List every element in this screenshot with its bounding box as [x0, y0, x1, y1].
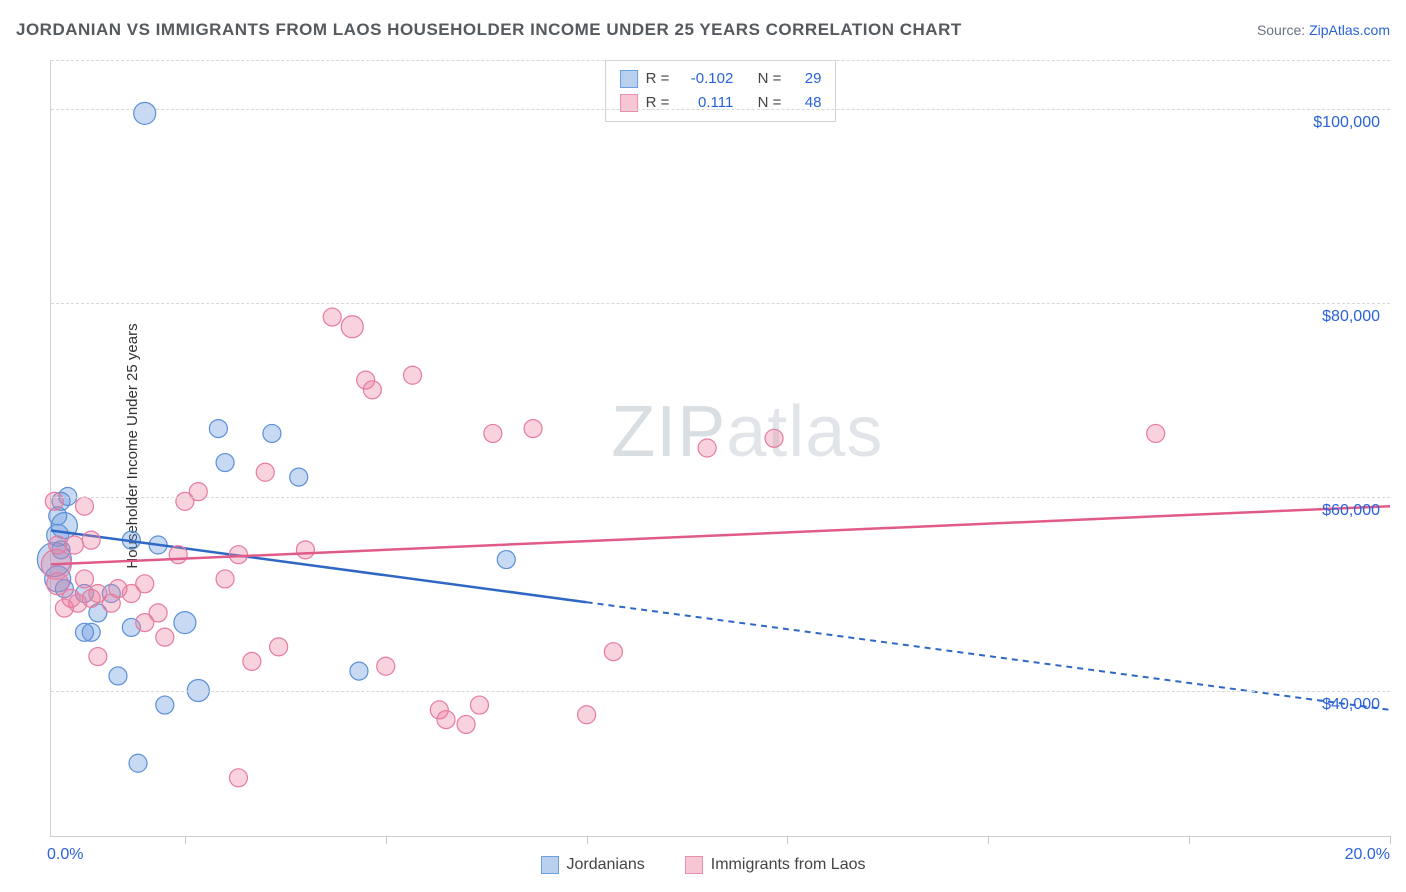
data-point: [377, 657, 395, 675]
legend-label: Immigrants from Laos: [711, 856, 866, 874]
data-point: [209, 420, 227, 438]
data-point: [604, 643, 622, 661]
r-value: -0.102: [677, 67, 733, 91]
chart-area: ZIPatlas R =-0.102 N =29R =0.111 N =48 0…: [50, 60, 1390, 837]
x-tick: [787, 836, 788, 844]
r-label: R =: [646, 91, 670, 115]
x-tick: [587, 836, 588, 844]
gridline: [51, 109, 1390, 110]
trend-line: [51, 506, 1390, 564]
n-value: 48: [789, 91, 821, 115]
data-point: [350, 662, 368, 680]
correlation-legend: R = -0.102 N = 29 R = 0.111 N = 48: [605, 60, 837, 122]
data-point: [49, 536, 67, 554]
chart-title: JORDANIAN VS IMMIGRANTS FROM LAOS HOUSEH…: [16, 20, 962, 40]
data-point: [256, 463, 274, 481]
data-point: [290, 468, 308, 486]
trend-line-dashed: [587, 602, 1390, 710]
y-tick-label: $60,000: [1322, 502, 1380, 520]
data-point: [497, 551, 515, 569]
legend-label: Jordanians: [567, 856, 645, 874]
data-point: [404, 366, 422, 384]
data-point: [524, 420, 542, 438]
data-point: [484, 424, 502, 442]
data-point: [270, 638, 288, 656]
x-tick: [988, 836, 989, 844]
data-point: [698, 439, 716, 457]
legend-swatch: [620, 70, 638, 88]
x-tick: [1390, 836, 1391, 844]
data-point: [263, 424, 281, 442]
gridline: [51, 60, 1390, 61]
data-point: [75, 623, 93, 641]
data-point: [323, 308, 341, 326]
data-point: [243, 652, 261, 670]
data-point: [174, 612, 196, 634]
data-point: [229, 769, 247, 787]
data-point: [134, 102, 156, 124]
data-point: [89, 648, 107, 666]
data-point: [457, 715, 475, 733]
gridline: [51, 303, 1390, 304]
r-label: R =: [646, 67, 670, 91]
data-point: [765, 429, 783, 447]
data-point: [156, 628, 174, 646]
data-point: [65, 536, 83, 554]
data-point: [470, 696, 488, 714]
data-point: [578, 706, 596, 724]
legend-item: Jordanians: [541, 856, 645, 874]
data-point: [437, 711, 455, 729]
x-tick: [185, 836, 186, 844]
correlation-row: R = -0.102 N = 29: [620, 67, 822, 91]
data-point: [296, 541, 314, 559]
data-point: [341, 316, 363, 338]
x-tick: [1189, 836, 1190, 844]
data-point: [149, 604, 167, 622]
n-label: N =: [758, 91, 782, 115]
data-point: [189, 483, 207, 501]
data-point: [75, 570, 93, 588]
gridline: [51, 497, 1390, 498]
bottom-legend: Jordanians Immigrants from Laos: [0, 856, 1406, 874]
data-point: [1147, 424, 1165, 442]
scatter-plot: [51, 60, 1390, 836]
y-tick-label: $100,000: [1313, 114, 1380, 132]
source-link[interactable]: ZipAtlas.com: [1309, 22, 1390, 38]
n-value: 29: [789, 67, 821, 91]
source-text: Source: ZipAtlas.com: [1257, 22, 1390, 38]
data-point: [363, 381, 381, 399]
y-tick-label: $40,000: [1322, 696, 1380, 714]
n-label: N =: [758, 67, 782, 91]
data-point: [45, 492, 63, 510]
legend-swatch: [541, 856, 559, 874]
r-value: 0.111: [677, 91, 733, 115]
y-tick-label: $80,000: [1322, 308, 1380, 326]
data-point: [75, 497, 93, 515]
legend-swatch: [685, 856, 703, 874]
legend-item: Immigrants from Laos: [685, 856, 866, 874]
data-point: [136, 575, 154, 593]
gridline: [51, 691, 1390, 692]
data-point: [82, 531, 100, 549]
data-point: [129, 754, 147, 772]
data-point: [109, 667, 127, 685]
source-prefix: Source:: [1257, 22, 1309, 38]
data-point: [156, 696, 174, 714]
data-point: [169, 546, 187, 564]
data-point: [229, 546, 247, 564]
data-point: [216, 454, 234, 472]
data-point: [216, 570, 234, 588]
correlation-row: R = 0.111 N = 48: [620, 91, 822, 115]
x-tick: [386, 836, 387, 844]
